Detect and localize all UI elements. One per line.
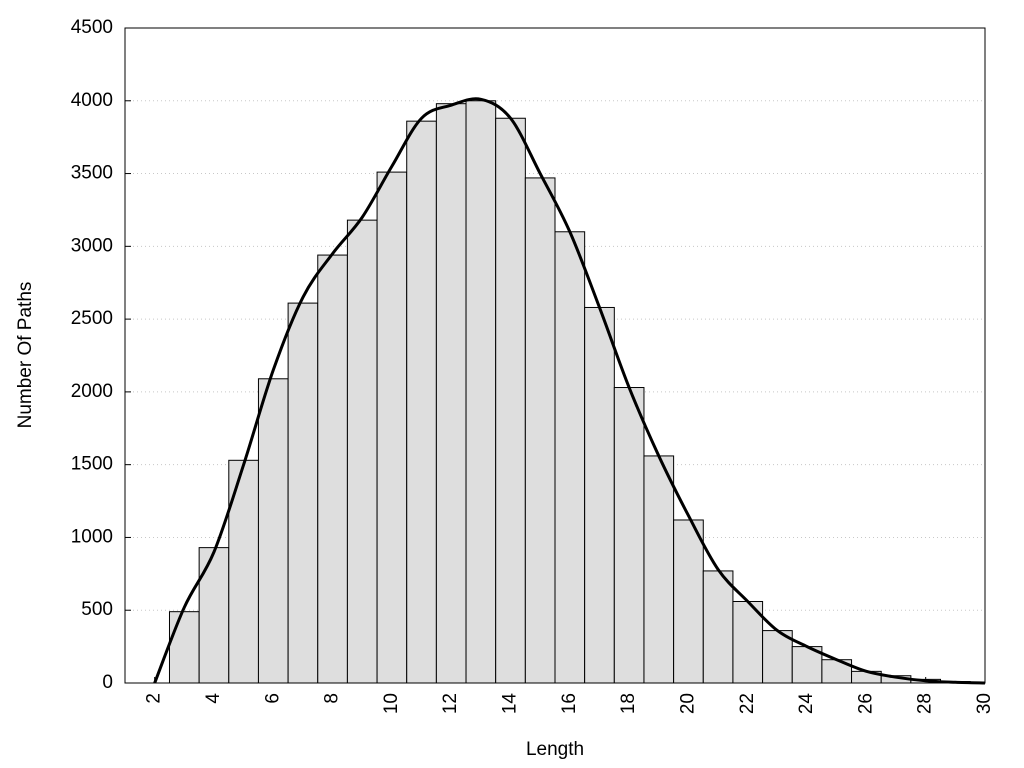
plot-frame xyxy=(124,27,986,684)
x-tick-label: 30 xyxy=(974,693,995,714)
y-tick-label: 500 xyxy=(81,599,113,620)
x-tick-label: 4 xyxy=(203,693,224,704)
bar xyxy=(435,103,467,684)
bar xyxy=(465,100,497,684)
bar xyxy=(168,611,200,684)
bar xyxy=(376,171,408,684)
y-tick-label: 1500 xyxy=(71,454,113,475)
x-tick-label: 20 xyxy=(677,693,698,714)
y-tick-label: 0 xyxy=(102,672,113,693)
x-tick-label: 26 xyxy=(855,693,876,714)
bar xyxy=(584,306,615,684)
bar xyxy=(613,387,645,684)
x-tick-label: 28 xyxy=(915,693,936,714)
bar xyxy=(257,378,289,684)
bar xyxy=(702,570,734,684)
x-tick-label: 22 xyxy=(737,693,758,714)
y-tick-label: 2500 xyxy=(71,308,113,329)
bar xyxy=(524,177,556,684)
y-tick-label: 3000 xyxy=(71,235,113,256)
x-tick-label: 12 xyxy=(440,693,461,714)
bar xyxy=(554,231,586,684)
x-tick-label: 10 xyxy=(381,693,402,714)
x-axis-label: Length xyxy=(526,739,584,760)
y-tick-label: 4500 xyxy=(71,17,113,38)
bar xyxy=(643,455,675,684)
y-tick-label: 3500 xyxy=(71,163,113,184)
y-tick-label: 4000 xyxy=(71,90,113,111)
x-tick-label: 18 xyxy=(618,693,639,714)
x-tick-label: 24 xyxy=(796,693,817,715)
density-line xyxy=(153,97,986,685)
bar xyxy=(495,117,526,684)
bar xyxy=(287,302,319,684)
bar xyxy=(406,120,437,684)
bar xyxy=(317,254,348,684)
x-tick-label: 8 xyxy=(322,693,343,704)
x-tick-label: 6 xyxy=(262,693,283,704)
y-tick-label: 2000 xyxy=(71,381,113,402)
x-tick-label: 14 xyxy=(500,693,521,715)
bar xyxy=(673,519,704,684)
bar xyxy=(198,547,230,684)
bar xyxy=(346,219,378,684)
y-tick-label: 1000 xyxy=(71,526,113,547)
x-tick-label: 2 xyxy=(144,693,165,704)
y-axis-label: Number Of Paths xyxy=(15,282,36,429)
x-tick-label: 16 xyxy=(559,693,580,714)
